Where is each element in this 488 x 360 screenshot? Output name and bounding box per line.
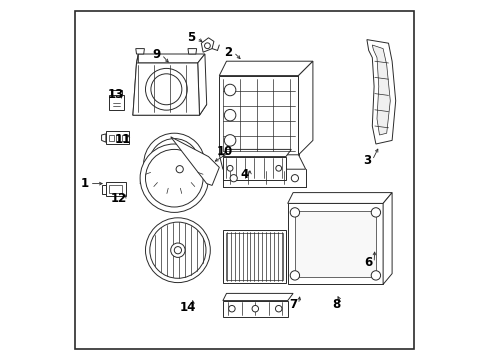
Polygon shape: [223, 157, 285, 180]
Bar: [111, 90, 122, 95]
Text: 14: 14: [180, 301, 196, 314]
Polygon shape: [102, 134, 106, 142]
Text: 11: 11: [115, 133, 131, 146]
Polygon shape: [133, 104, 206, 115]
Text: 2: 2: [224, 46, 232, 59]
Circle shape: [370, 271, 380, 280]
Polygon shape: [136, 54, 204, 63]
Polygon shape: [170, 137, 219, 185]
Circle shape: [370, 208, 380, 217]
Circle shape: [275, 305, 282, 312]
Text: 10: 10: [216, 145, 232, 158]
Circle shape: [149, 139, 199, 189]
Text: 12: 12: [111, 192, 127, 204]
Text: 9: 9: [152, 48, 160, 61]
Circle shape: [224, 84, 235, 96]
Polygon shape: [102, 185, 106, 194]
Circle shape: [176, 166, 183, 173]
Bar: [122, 135, 126, 141]
Polygon shape: [106, 182, 125, 196]
Bar: [294, 211, 375, 277]
Polygon shape: [298, 61, 312, 155]
Bar: [108, 185, 122, 193]
Polygon shape: [382, 193, 391, 284]
Polygon shape: [287, 193, 391, 203]
Polygon shape: [133, 54, 138, 115]
Polygon shape: [136, 49, 144, 54]
Circle shape: [145, 68, 187, 110]
Circle shape: [140, 144, 208, 212]
Text: 3: 3: [362, 154, 370, 167]
Circle shape: [224, 135, 235, 146]
Polygon shape: [197, 54, 206, 115]
Text: 7: 7: [288, 298, 297, 311]
Polygon shape: [219, 61, 312, 76]
Circle shape: [170, 243, 185, 257]
Polygon shape: [223, 149, 291, 157]
Circle shape: [228, 305, 235, 312]
Polygon shape: [287, 203, 382, 284]
Circle shape: [289, 271, 299, 280]
Bar: [225, 233, 283, 280]
Text: 4: 4: [240, 168, 248, 181]
Polygon shape: [187, 49, 196, 54]
Circle shape: [291, 175, 298, 182]
Circle shape: [204, 43, 210, 49]
Polygon shape: [223, 293, 292, 301]
Polygon shape: [219, 76, 298, 155]
Circle shape: [145, 149, 203, 207]
Polygon shape: [201, 38, 213, 52]
Bar: [109, 135, 114, 141]
Polygon shape: [219, 155, 305, 169]
Circle shape: [151, 74, 182, 105]
Circle shape: [145, 218, 210, 283]
Polygon shape: [223, 301, 287, 317]
Circle shape: [251, 305, 258, 312]
Polygon shape: [133, 63, 199, 115]
Circle shape: [149, 222, 205, 278]
Text: 5: 5: [187, 31, 195, 44]
Circle shape: [289, 208, 299, 217]
Polygon shape: [223, 230, 285, 283]
Text: 1: 1: [80, 177, 88, 190]
Text: 6: 6: [364, 256, 372, 269]
Circle shape: [174, 247, 181, 254]
Polygon shape: [371, 45, 389, 135]
Polygon shape: [366, 40, 395, 144]
Text: 8: 8: [331, 298, 340, 311]
Text: 13: 13: [108, 88, 124, 101]
Polygon shape: [106, 131, 129, 144]
Bar: [116, 135, 120, 141]
Circle shape: [224, 109, 235, 121]
Circle shape: [143, 133, 204, 194]
Circle shape: [230, 175, 237, 182]
Bar: [109, 95, 123, 110]
Circle shape: [275, 166, 281, 171]
Circle shape: [227, 166, 232, 171]
Polygon shape: [140, 171, 208, 184]
